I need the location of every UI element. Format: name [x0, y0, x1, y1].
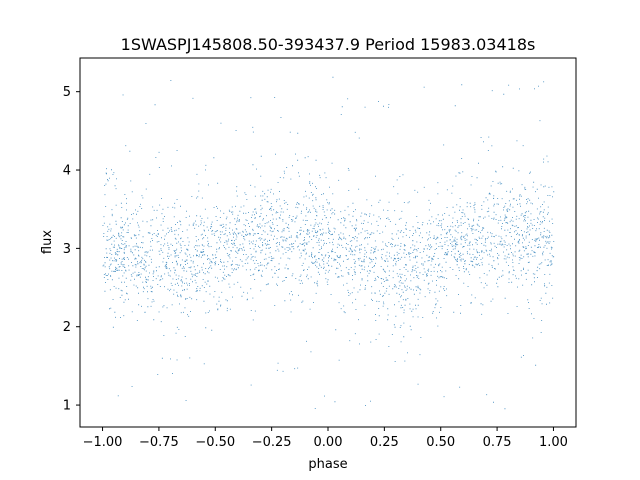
- x-axis-ticks: −1.00 −0.75 −0.50 −0.25 0.00 0.25 0.50 0.75 1.00: [83, 427, 568, 450]
- x-tick-label: −1.00: [83, 435, 123, 450]
- y-tick-label: 1: [63, 399, 71, 414]
- x-tick-label: 0.50: [426, 435, 455, 450]
- x-tick-label: −0.50: [195, 435, 235, 450]
- y-tick-label: 2: [63, 320, 71, 335]
- y-axis-ticks: 1 2 3 4 5: [63, 85, 80, 414]
- y-tick-label: 3: [63, 242, 71, 257]
- x-tick-label: −0.75: [139, 435, 179, 450]
- x-tick-label: 0.75: [483, 435, 512, 450]
- x-tick-label: −0.25: [252, 435, 292, 450]
- y-axis-label: flux: [40, 230, 55, 254]
- x-tick-label: 0.00: [314, 435, 343, 450]
- y-tick-label: 4: [63, 164, 71, 179]
- x-tick-label: 0.25: [370, 435, 399, 450]
- y-tick-label: 5: [63, 85, 71, 100]
- chart-title: 1SWASPJ145808.50-393437.9 Period 15983.0…: [121, 35, 536, 54]
- x-axis-label: phase: [308, 457, 347, 472]
- x-tick-label: 1.00: [539, 435, 568, 450]
